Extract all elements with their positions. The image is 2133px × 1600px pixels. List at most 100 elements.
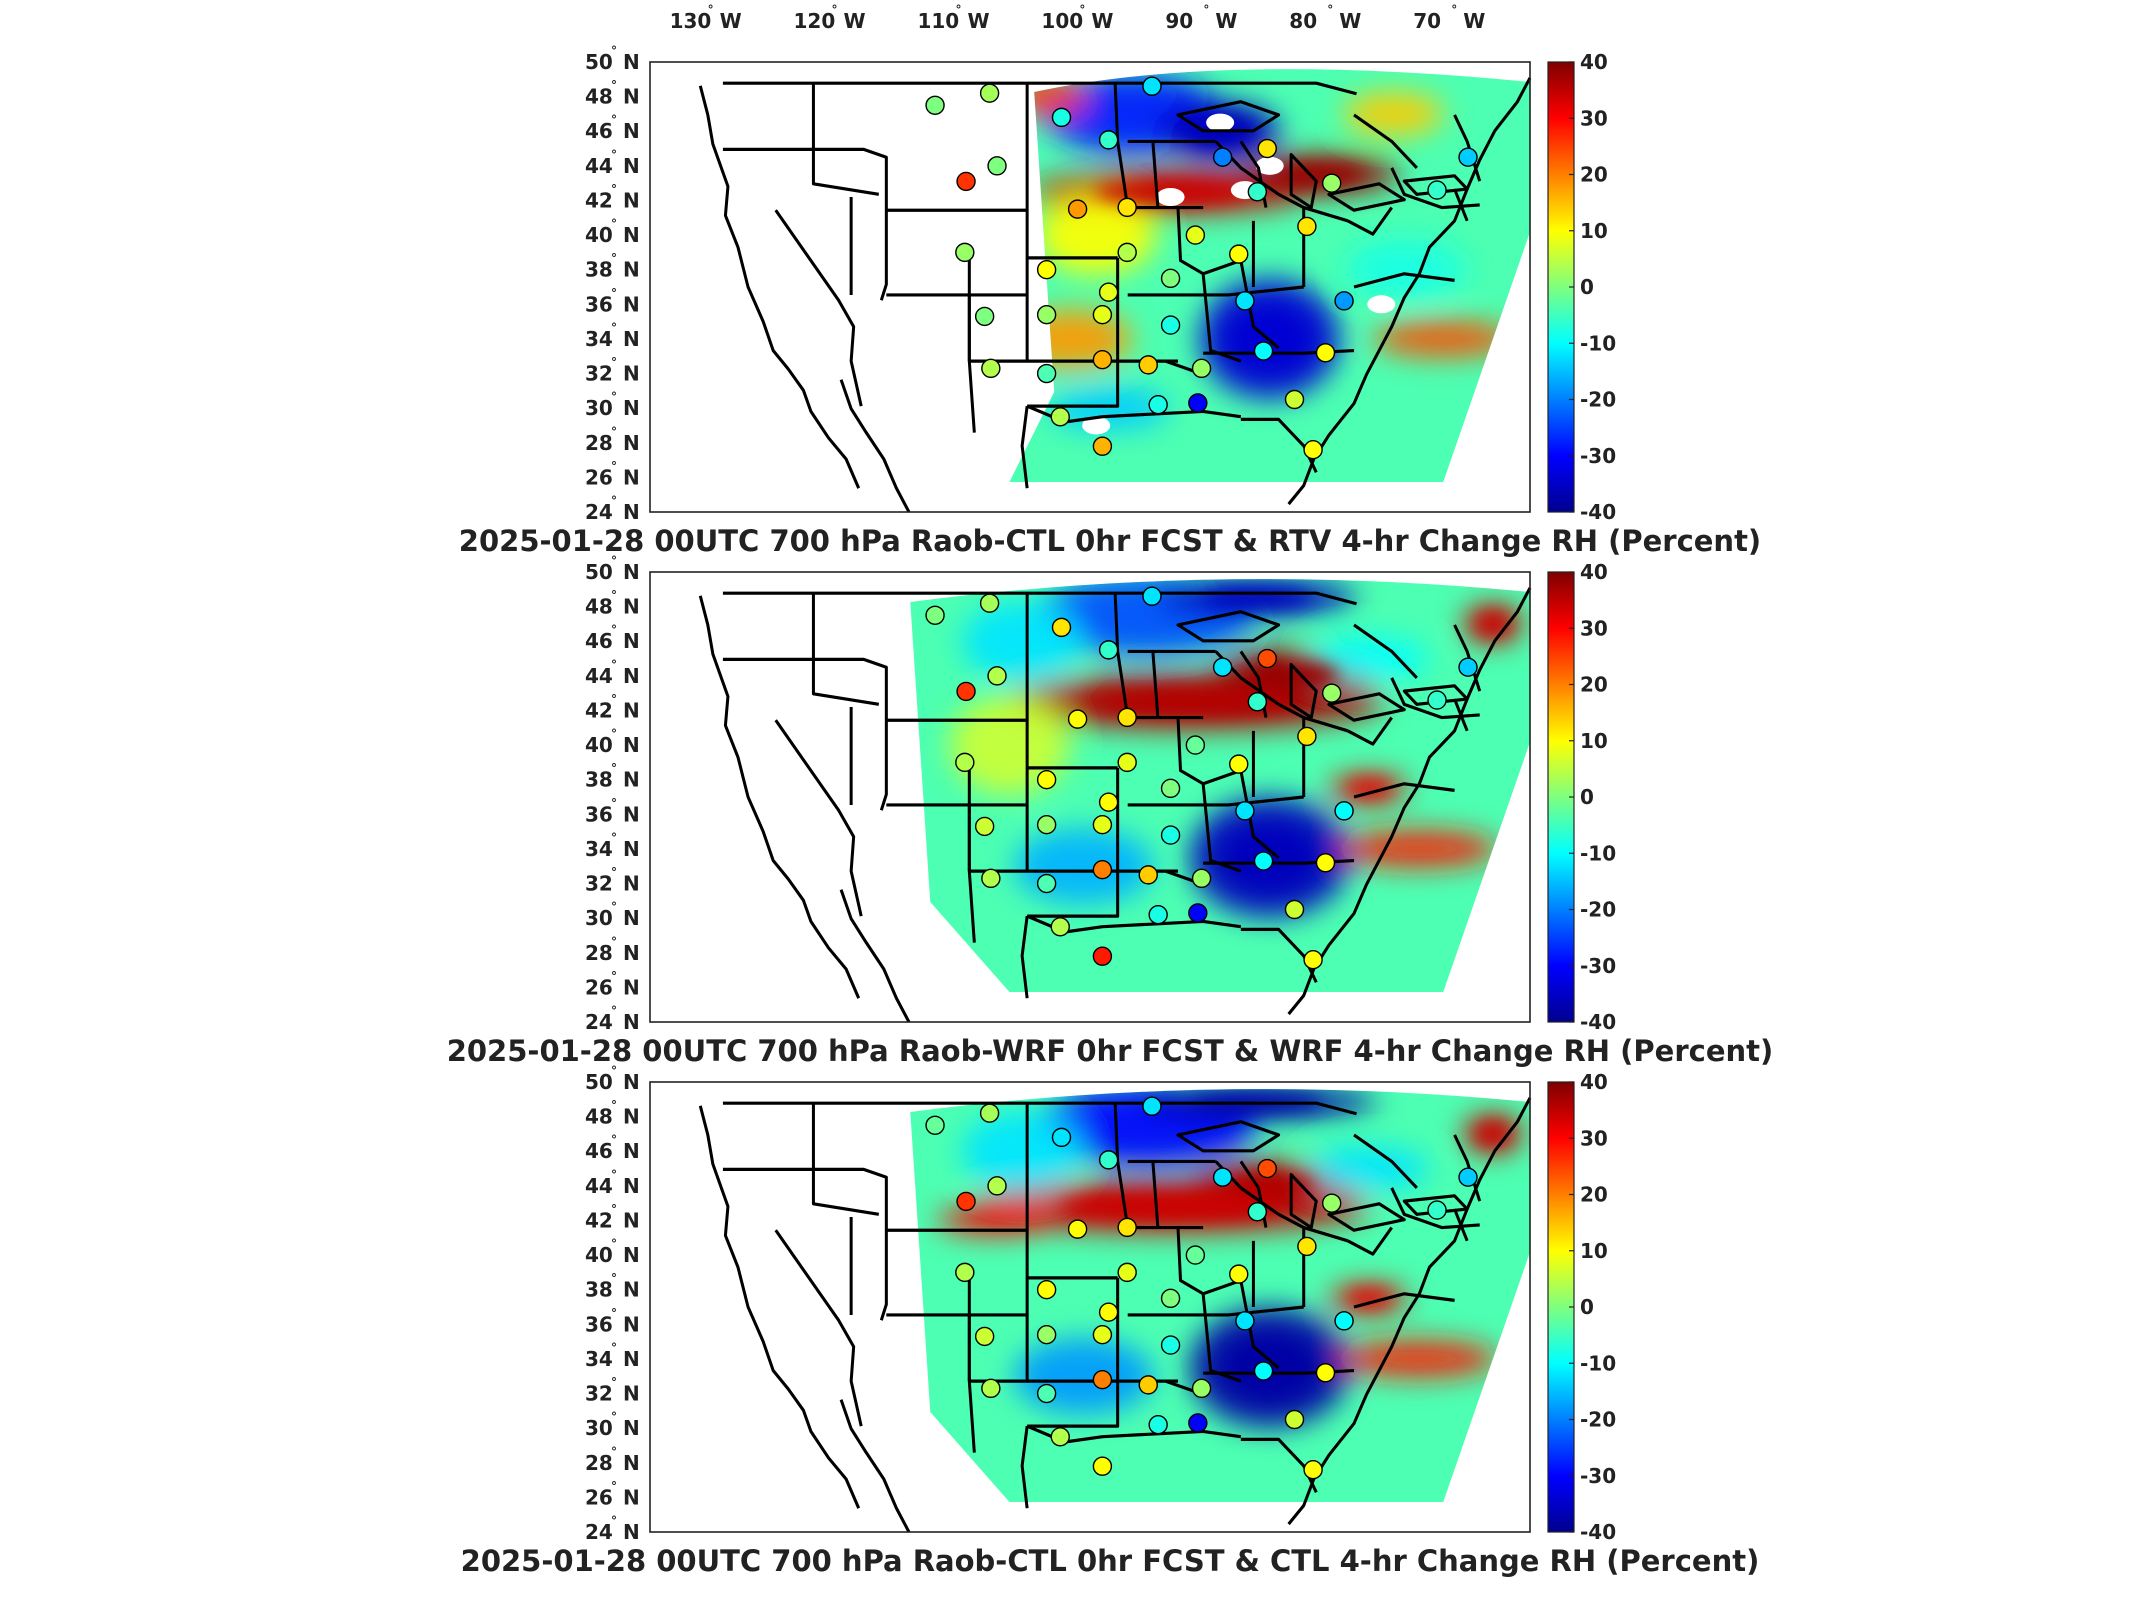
latitude-hemisphere: N bbox=[623, 1520, 640, 1544]
raob-site-marker bbox=[1051, 617, 1072, 638]
latitude-label: 28 bbox=[585, 1451, 613, 1475]
degree-symbol: ° bbox=[611, 589, 617, 603]
latitude-label: 24 bbox=[585, 1520, 613, 1544]
latitude-label: 50 bbox=[585, 1070, 613, 1094]
degree-symbol: ° bbox=[611, 494, 617, 508]
degree-symbol: ° bbox=[955, 3, 961, 17]
latitude-label: 44 bbox=[585, 154, 613, 178]
latitude-label: 42 bbox=[585, 698, 613, 722]
raob-site-marker bbox=[1051, 1127, 1072, 1148]
raob-site-marker bbox=[1117, 707, 1137, 728]
degree-symbol: ° bbox=[611, 1376, 617, 1390]
latitude-label: 46 bbox=[585, 629, 613, 653]
degree-symbol: ° bbox=[611, 658, 617, 672]
raob-site-marker bbox=[974, 1326, 995, 1347]
raob-site-marker bbox=[1117, 197, 1137, 218]
raob-site-marker bbox=[1142, 586, 1162, 606]
latitude-label: 48 bbox=[585, 85, 613, 109]
degree-symbol: ° bbox=[611, 79, 617, 93]
latitude-hemisphere: N bbox=[623, 1416, 640, 1440]
colorbar-tick-label: -40 bbox=[1580, 1520, 1616, 1544]
map-frame bbox=[649, 61, 1531, 513]
colorbar-tick-label: -20 bbox=[1580, 898, 1616, 922]
latitude-hemisphere: N bbox=[623, 1278, 640, 1302]
latitude-label: 28 bbox=[585, 431, 613, 455]
raob-site-marker bbox=[1253, 851, 1274, 871]
latitude-hemisphere: N bbox=[623, 154, 640, 178]
raob-site-marker bbox=[1092, 814, 1113, 835]
colorbar-tick-label: 0 bbox=[1580, 785, 1594, 809]
degree-symbol: ° bbox=[611, 1514, 617, 1528]
raob-site-marker bbox=[1212, 1167, 1233, 1187]
latitude-label: 46 bbox=[585, 1139, 613, 1163]
map-panel-2: 50° N48° N46° N44° N42° N40° N38° N36° N34° N32° N… bbox=[447, 554, 1774, 1068]
latitude-hemisphere: N bbox=[623, 1105, 640, 1129]
raob-site-marker bbox=[1138, 1375, 1158, 1395]
degree-symbol: ° bbox=[611, 969, 617, 983]
degree-symbol: ° bbox=[611, 1306, 617, 1320]
raob-site-marker bbox=[925, 1115, 945, 1135]
latitude-label: 42 bbox=[585, 188, 613, 212]
degree-symbol: ° bbox=[611, 727, 617, 741]
latitude-label: 42 bbox=[585, 1208, 613, 1232]
degree-symbol: ° bbox=[611, 623, 617, 637]
degree-symbol: ° bbox=[611, 1237, 617, 1251]
latitude-hemisphere: N bbox=[623, 500, 640, 524]
colorbar-tick-label: -30 bbox=[1580, 954, 1616, 978]
latitude-hemisphere: N bbox=[623, 1010, 640, 1034]
raob-site-marker bbox=[1142, 76, 1162, 96]
colorbar-tick-label: 20 bbox=[1580, 163, 1608, 187]
degree-symbol: ° bbox=[611, 425, 617, 439]
raob-site-marker bbox=[1117, 1217, 1137, 1238]
colorbar-tick-label: 10 bbox=[1580, 219, 1608, 243]
raob-site-marker bbox=[1427, 690, 1447, 710]
raob-site-marker bbox=[1284, 1409, 1305, 1430]
longitude-hemisphere: W bbox=[1215, 9, 1237, 33]
latitude-hemisphere: N bbox=[623, 1174, 640, 1198]
longitude-hemisphere: W bbox=[1463, 9, 1485, 33]
raob-site-marker bbox=[1297, 726, 1317, 747]
latitude-label: 30 bbox=[585, 906, 613, 930]
raob-site-marker bbox=[1098, 640, 1119, 660]
panel-title: 2025-01-28 00UTC 700 hPa Raob-CTL 0hr FC… bbox=[461, 1544, 1760, 1578]
raob-site-marker bbox=[1117, 242, 1137, 263]
raob-site-marker bbox=[1036, 259, 1057, 280]
raob-site-marker bbox=[1092, 859, 1113, 880]
raob-site-marker bbox=[987, 666, 1007, 686]
degree-symbol: ° bbox=[611, 1133, 617, 1147]
raob-site-marker bbox=[1229, 754, 1249, 774]
latitude-hemisphere: N bbox=[623, 1485, 640, 1509]
raob-site-marker bbox=[1257, 1158, 1277, 1179]
degree-symbol: ° bbox=[611, 321, 617, 335]
degree-symbol: ° bbox=[611, 44, 617, 58]
raob-site-marker bbox=[1334, 801, 1354, 821]
degree-symbol: ° bbox=[611, 935, 617, 949]
raob-site-marker bbox=[1458, 657, 1478, 677]
latitude-hemisphere: N bbox=[623, 85, 640, 109]
raob-site-marker bbox=[1138, 355, 1158, 375]
latitude-label: 44 bbox=[585, 664, 613, 688]
latitude-hemisphere: N bbox=[623, 1347, 640, 1371]
raob-site-marker bbox=[979, 1103, 1000, 1123]
latitude-label: 36 bbox=[585, 1312, 613, 1336]
colorbar-tick-label: 30 bbox=[1580, 1126, 1608, 1150]
raob-site-marker bbox=[981, 868, 1001, 889]
raob-site-marker bbox=[1092, 946, 1113, 966]
raob-site-marker bbox=[1092, 304, 1113, 325]
longitude-hemisphere: W bbox=[1339, 9, 1361, 33]
raob-site-marker bbox=[1117, 1262, 1137, 1283]
colorbar-tick-label: -30 bbox=[1580, 444, 1616, 468]
latitude-hemisphere: N bbox=[623, 1208, 640, 1232]
raob-site-marker bbox=[1229, 244, 1249, 264]
raob-site-marker bbox=[1303, 1459, 1323, 1480]
degree-symbol: ° bbox=[611, 1341, 617, 1355]
longitude-hemisphere: W bbox=[967, 9, 989, 33]
raob-site-marker bbox=[1188, 903, 1208, 923]
raob-site-marker bbox=[1160, 825, 1181, 845]
degree-symbol: ° bbox=[611, 762, 617, 776]
raob-site-marker bbox=[956, 681, 976, 702]
latitude-hemisphere: N bbox=[623, 560, 640, 584]
raob-site-marker bbox=[1185, 1245, 1206, 1265]
raob-site-marker bbox=[956, 1191, 976, 1212]
